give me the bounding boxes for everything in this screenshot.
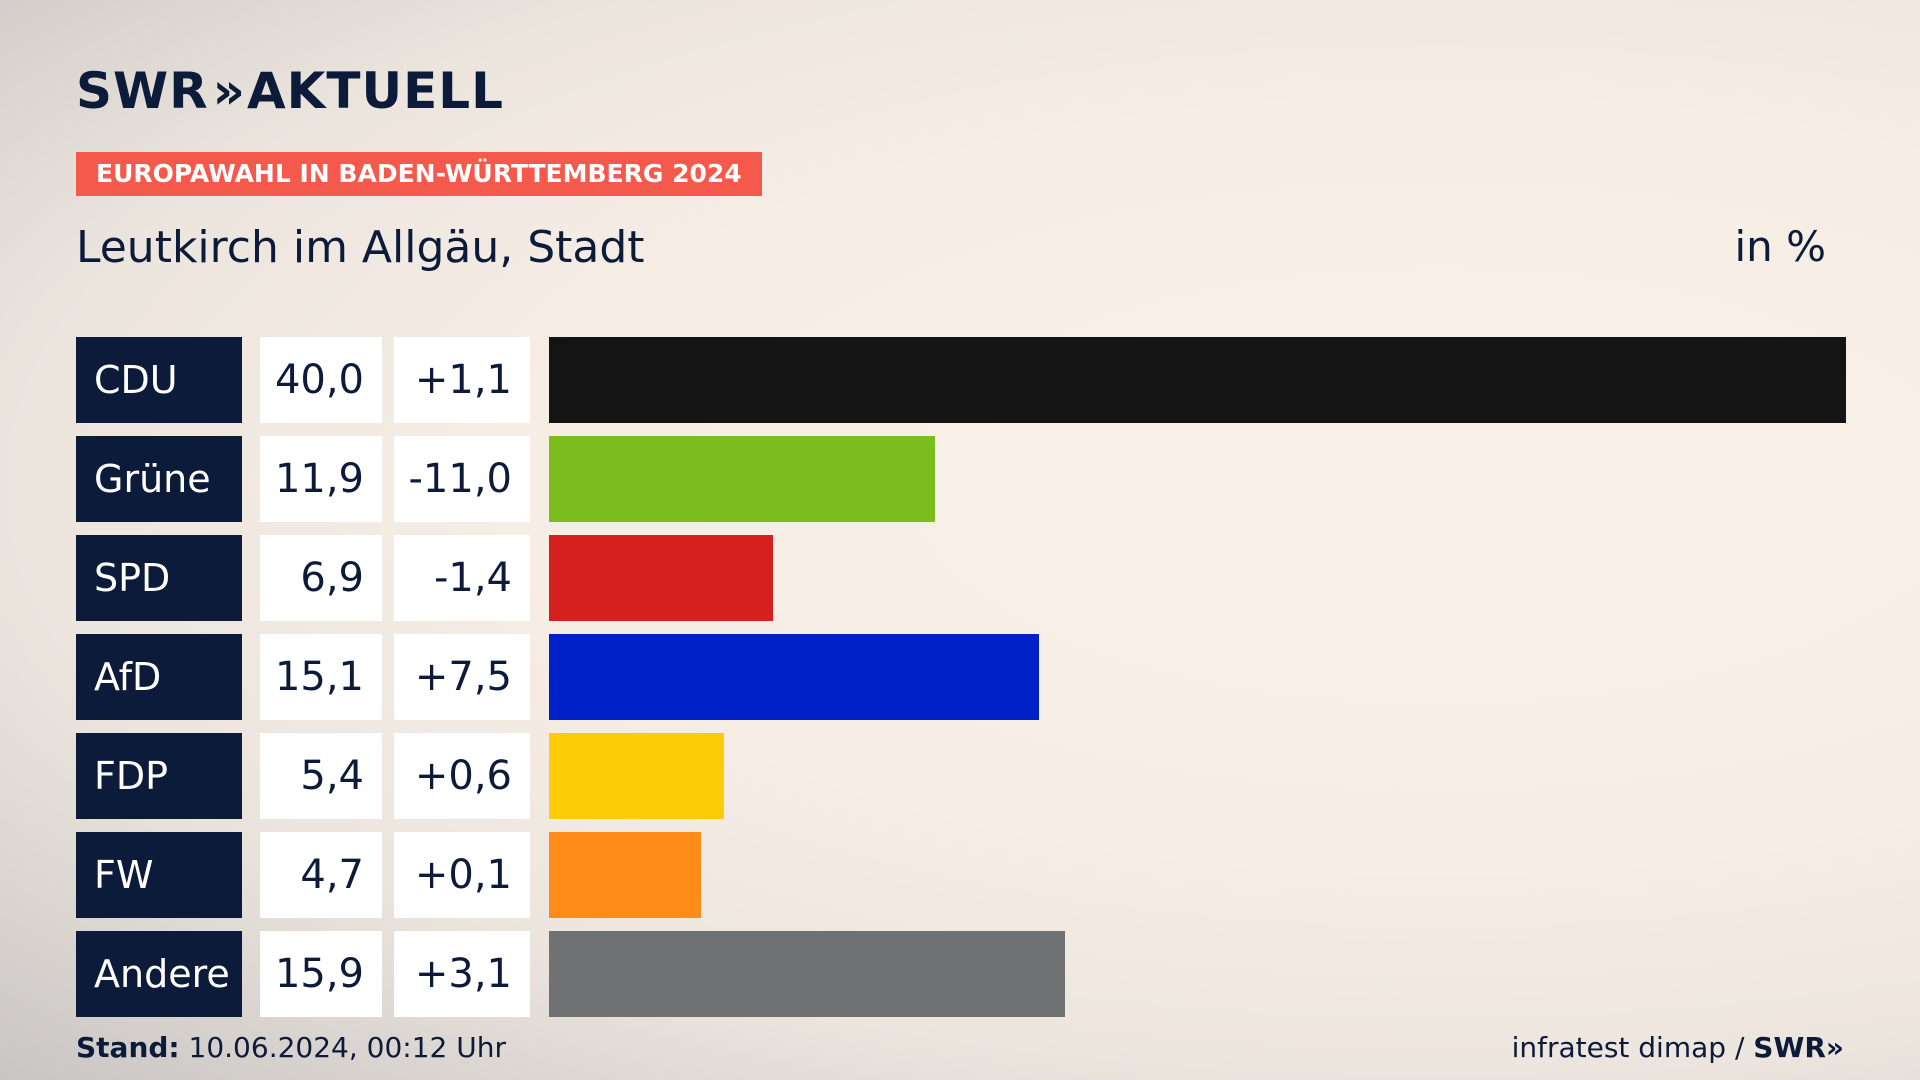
logo-swr-text: SWR xyxy=(76,62,209,120)
vote-share-value: 6,9 xyxy=(260,535,382,621)
party-label: FW xyxy=(76,832,242,918)
bar-spd xyxy=(549,535,773,621)
bar-andere xyxy=(549,931,1065,1017)
party-label: Andere xyxy=(76,931,242,1017)
source-credit: infratest dimap / SWR» xyxy=(1512,1031,1844,1064)
vote-change-value: -1,4 xyxy=(394,535,530,621)
bar-afd xyxy=(549,634,1039,720)
vote-share-value: 15,1 xyxy=(260,634,382,720)
party-label: CDU xyxy=(76,337,242,423)
vote-share-value: 4,7 xyxy=(260,832,382,918)
logo-chevron-icon: » xyxy=(212,62,245,120)
vote-share-value: 40,0 xyxy=(260,337,382,423)
party-label: FDP xyxy=(76,733,242,819)
party-label: AfD xyxy=(76,634,242,720)
bar-grne xyxy=(549,436,935,522)
timestamp: Stand: 10.06.2024, 00:12 Uhr xyxy=(76,1031,506,1064)
vote-change-value: +0,6 xyxy=(394,733,530,819)
party-label: SPD xyxy=(76,535,242,621)
vote-share-value: 15,9 xyxy=(260,931,382,1017)
vote-change-value: +1,1 xyxy=(394,337,530,423)
vote-share-value: 11,9 xyxy=(260,436,382,522)
election-badge: EUROPAWAHL IN BADEN-WÜRTTEMBERG 2024 xyxy=(76,152,762,196)
bar-fdp xyxy=(549,733,724,819)
stand-value: 10.06.2024, 00:12 Uhr xyxy=(188,1031,506,1064)
source-text: infratest dimap / xyxy=(1511,1031,1745,1064)
vote-change-value: +7,5 xyxy=(394,634,530,720)
place-title: Leutkirch im Allgäu, Stadt xyxy=(76,222,645,273)
vote-change-value: +3,1 xyxy=(394,931,530,1017)
swr-aktuell-logo: SWR» AKTUELL xyxy=(76,66,504,116)
logo-aktuell-text: AKTUELL xyxy=(246,62,505,120)
swr-mini-logo: SWR» xyxy=(1753,1031,1844,1064)
bar-cdu xyxy=(549,337,1846,423)
vote-change-value: +0,1 xyxy=(394,832,530,918)
vote-share-value: 5,4 xyxy=(260,733,382,819)
party-label: Grüne xyxy=(76,436,242,522)
vote-change-value: -11,0 xyxy=(394,436,530,522)
bar-fw xyxy=(549,832,701,918)
stand-label: Stand: xyxy=(76,1031,180,1064)
unit-label: in % xyxy=(1734,222,1826,271)
